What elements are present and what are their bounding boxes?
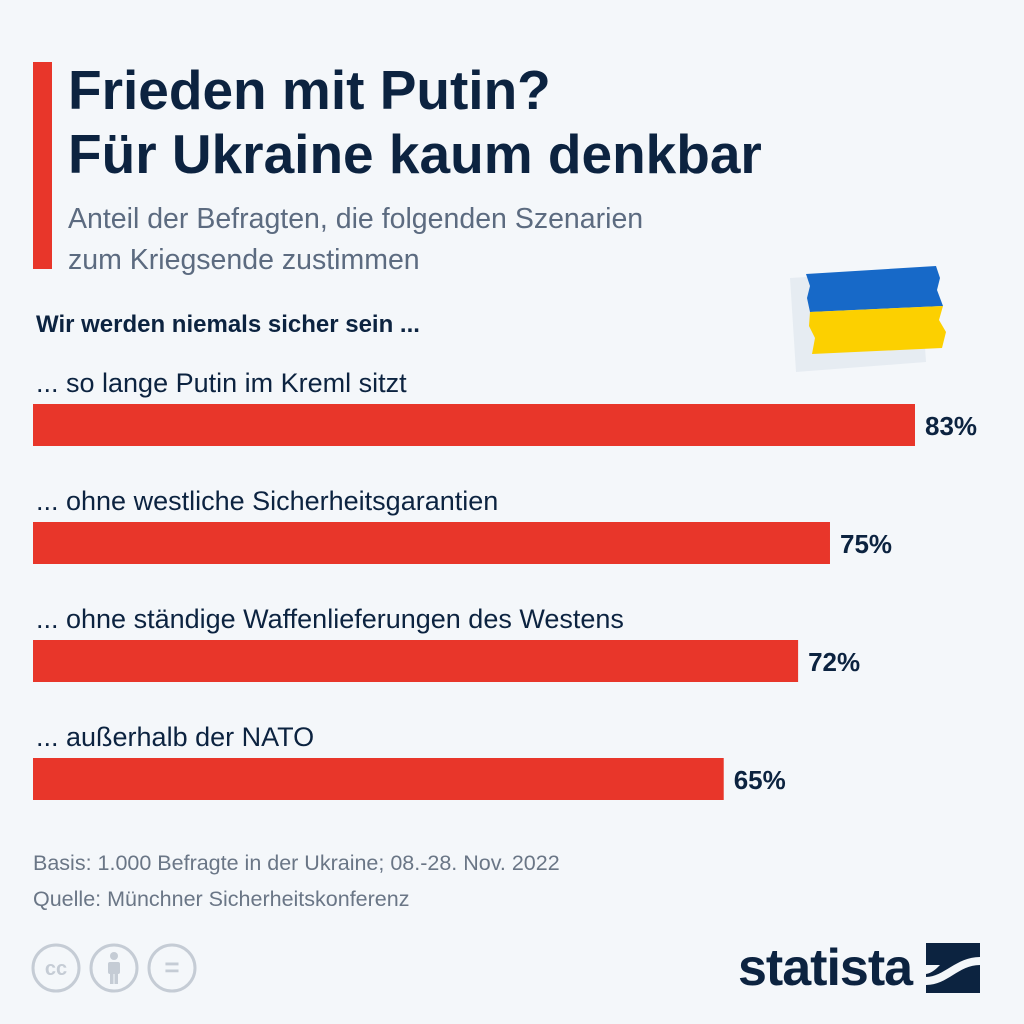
subtitle-line-1: Anteil der Befragten, die folgenden Szen… xyxy=(68,203,644,235)
statista-wordmark: statista xyxy=(738,939,913,997)
bar xyxy=(33,404,915,446)
bars-group: ... so lange Putin im Kreml sitzt 83% ... … xyxy=(33,368,977,800)
statista-logo-icon xyxy=(926,943,981,993)
subtitle-line-2: zum Kriegsende zustimmen xyxy=(68,244,420,276)
svg-text:=: = xyxy=(164,952,179,982)
footer: Basis: 1.000 Befragte in der Ukraine; 08… xyxy=(33,845,560,917)
title-accent-bar xyxy=(33,62,52,269)
cc-icon: cc xyxy=(31,943,81,993)
no-derivatives-icon: = xyxy=(147,943,197,993)
svg-text:cc: cc xyxy=(45,958,67,980)
attribution-icon xyxy=(89,943,139,993)
title-line-2: Für Ukraine kaum denkbar xyxy=(68,123,762,185)
bar xyxy=(33,758,724,800)
category-label: ... ohne westliche Sicherheitsgarantien xyxy=(36,486,498,516)
source-note: Quelle: Münchner Sicherheitskonferenz xyxy=(33,887,410,911)
subtitle: Anteil der Befragten, die folgenden Szen… xyxy=(68,199,643,281)
license-icons: cc = xyxy=(30,942,198,994)
bar xyxy=(33,640,799,682)
title-line-1: Frieden mit Putin? xyxy=(68,59,551,121)
value-label: 83% xyxy=(925,411,977,441)
category-label: ... so lange Putin im Kreml sitzt xyxy=(36,368,407,398)
chart-heading: Wir werden niemals sicher sein ... xyxy=(36,311,420,338)
category-label: ... außerhalb der NATO xyxy=(36,722,314,752)
value-label: 75% xyxy=(840,529,892,559)
bar-chart: Wir werden niemals sicher sein ... ... s… xyxy=(33,311,977,800)
ukraine-flag-icon xyxy=(790,266,946,372)
category-label: ... ohne ständige Waffenlieferungen des … xyxy=(36,604,624,634)
statista-logo: statista xyxy=(738,938,981,998)
bar xyxy=(33,522,830,564)
value-label: 72% xyxy=(808,647,860,677)
basis-note: Basis: 1.000 Befragte in der Ukraine; 08… xyxy=(33,851,560,875)
value-label: 65% xyxy=(734,765,786,795)
page-title: Frieden mit Putin? Für Ukraine kaum denk… xyxy=(68,58,762,186)
